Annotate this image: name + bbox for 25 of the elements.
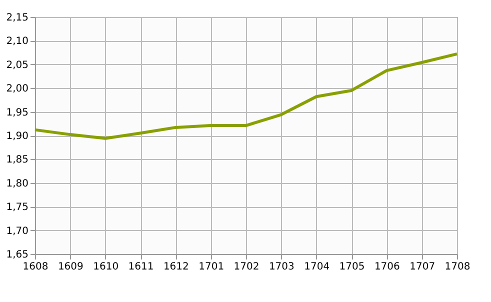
x-tick-label: 1609 [58,262,84,272]
x-tick-label: 1706 [374,262,400,272]
x-tick-label: 1708 [444,262,470,272]
y-tick-label: 1,95 [6,107,28,118]
x-tick-label: 1610 [93,262,119,272]
y-tick-label: 1,75 [6,202,28,214]
y-tick-label: 2,10 [6,36,28,48]
x-tick-label: 1707 [410,262,436,272]
y-tick-label: 2,05 [6,60,28,71]
y-tick-label: 2,15 [6,12,28,24]
x-tick-label: 1704 [304,262,330,272]
x-tick-label: 1702 [234,262,260,272]
x-tick-label: 1703 [268,262,294,272]
y-tick-label: 1,85 [6,154,28,166]
x-tick-label: 1608 [22,262,48,272]
y-tick-label: 2,00 [6,84,28,95]
x-tick-label: 1701 [198,262,224,272]
y-tick-label: 1,80 [6,178,28,190]
y-tick-label: 1,65 [6,250,28,260]
x-tick-label: 1705 [339,262,365,272]
line-series [34,52,458,140]
y-tick-label: 1,90 [6,131,28,142]
x-tick-label: 1612 [163,262,189,272]
x-tick-label: 1611 [128,262,154,272]
y-tick-label: 1,70 [6,226,28,237]
